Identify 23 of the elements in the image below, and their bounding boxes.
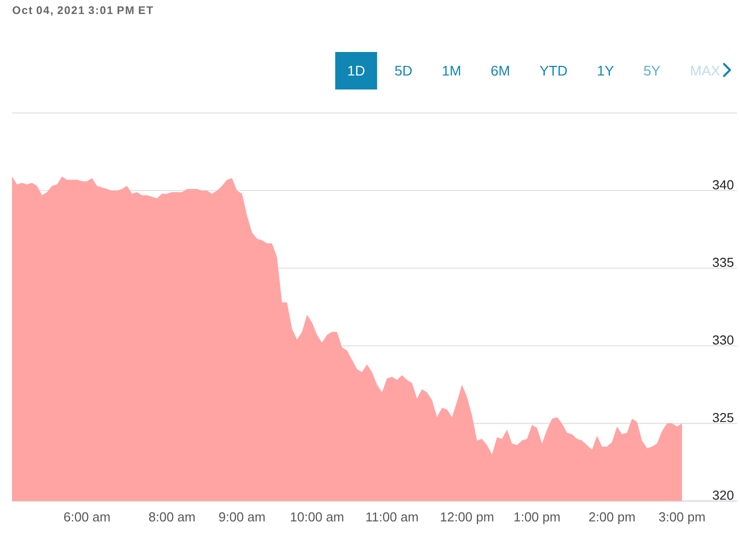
x-tick-label: 10:00 am bbox=[290, 512, 344, 522]
y-tick-label: 320 bbox=[712, 490, 734, 500]
x-tick-label: 11:00 am bbox=[366, 512, 418, 522]
y-tick-label: 330 bbox=[712, 335, 734, 345]
chart-title: Oct 04, 2021 3:01 PM ET bbox=[12, 6, 153, 16]
text: 1D bbox=[348, 66, 364, 76]
text: MAX bbox=[691, 66, 720, 76]
x-tick-label: 9:00 am bbox=[219, 512, 265, 522]
text: 5D bbox=[395, 66, 412, 76]
x-tick-label: 6:00 am bbox=[64, 512, 110, 522]
y-tick-label: 325 bbox=[712, 412, 734, 422]
x-tick-label: 8:00 am bbox=[149, 512, 195, 522]
x-tick-label: 12:00 pm bbox=[440, 512, 494, 524]
text: YTD bbox=[540, 66, 567, 76]
text: 1M bbox=[442, 66, 460, 76]
x-tick-label: 1:00 pm bbox=[514, 512, 560, 524]
y-tick-label: 335 bbox=[712, 258, 734, 267]
x-tick-label: 3:00 pm bbox=[659, 512, 705, 524]
y-tick-label: 340 bbox=[712, 180, 734, 190]
text: 6M bbox=[491, 66, 509, 76]
text: 5Y bbox=[644, 66, 660, 76]
text: 1Y bbox=[598, 66, 614, 76]
x-tick-label: 2:00 pm bbox=[589, 512, 635, 524]
